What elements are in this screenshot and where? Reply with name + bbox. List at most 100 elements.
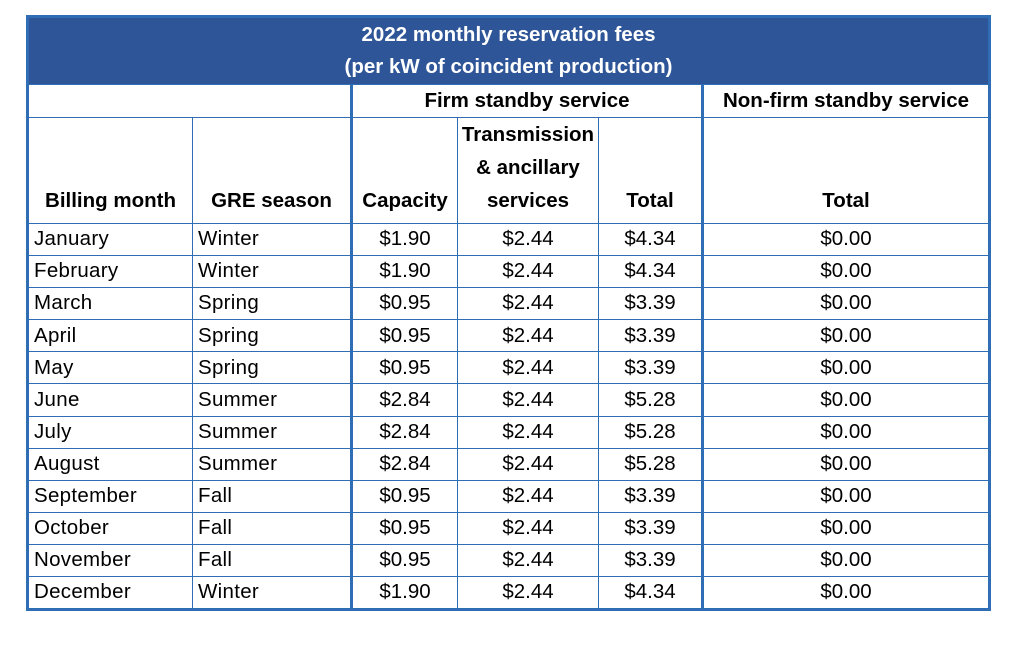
cell-capacity: $1.90 [351, 255, 458, 289]
table-row: December Winter $1.90 $2.44 $4.34 $0.00 [27, 576, 991, 611]
title-row: 2022 monthly reservation fees (per kW of… [26, 16, 991, 85]
cell-firm-total: $3.39 [598, 479, 704, 513]
cell-nonfirm-total: $0.00 [701, 319, 991, 353]
header-nonfirm-total: Total [701, 117, 991, 224]
cell-transmission: $2.44 [457, 255, 599, 289]
cell-firm-total: $5.28 [598, 415, 704, 449]
cell-nonfirm-total: $0.00 [701, 576, 991, 611]
header-transmission-line2: & ancillary [476, 156, 580, 179]
cell-transmission: $2.44 [457, 543, 599, 578]
table-row: August Summer $2.84 $2.44 $5.28 $0.00 [27, 447, 991, 481]
cell-capacity: $1.90 [351, 576, 458, 611]
table-row: May Spring $0.95 $2.44 $3.39 $0.00 [27, 351, 991, 385]
header-billing-month: Billing month [27, 117, 193, 224]
cell-transmission: $2.44 [457, 447, 599, 481]
cell-billing-month: February [27, 255, 193, 289]
group-header-empty [27, 84, 353, 118]
cell-capacity: $0.95 [351, 319, 458, 353]
cell-firm-total: $5.28 [598, 447, 704, 481]
cell-capacity: $0.95 [351, 287, 458, 321]
header-transmission-line3: services [486, 189, 570, 212]
header-firm-total: Total [598, 117, 704, 224]
cell-firm-total: $3.39 [598, 511, 704, 545]
cell-gre-season: Winter [192, 255, 353, 289]
cell-gre-season: Fall [192, 479, 353, 513]
cell-gre-season: Fall [192, 511, 353, 545]
cell-capacity: $2.84 [351, 383, 458, 417]
header-gre-season: GRE season [192, 117, 353, 224]
cell-capacity: $0.95 [351, 543, 458, 578]
cell-billing-month: June [27, 383, 193, 417]
group-header-nonfirm: Non-firm standby service [701, 84, 991, 118]
cell-transmission: $2.44 [457, 319, 599, 353]
cell-capacity: $0.95 [351, 479, 458, 513]
cell-transmission: $2.44 [457, 576, 599, 611]
cell-nonfirm-total: $0.00 [701, 255, 991, 289]
cell-nonfirm-total: $0.00 [701, 351, 991, 385]
cell-billing-month: May [27, 351, 193, 385]
cell-nonfirm-total: $0.00 [701, 511, 991, 545]
table-row: November Fall $0.95 $2.44 $3.39 $0.00 [27, 543, 991, 578]
table-title-line2: (per kW of coincident production) [344, 55, 673, 78]
cell-nonfirm-total: $0.00 [701, 415, 991, 449]
cell-nonfirm-total: $0.00 [701, 222, 991, 257]
table-row: April Spring $0.95 $2.44 $3.39 $0.00 [27, 319, 991, 353]
table-title-line1: 2022 monthly reservation fees [361, 23, 656, 46]
table-row: October Fall $0.95 $2.44 $3.39 $0.00 [27, 511, 991, 545]
cell-transmission: $2.44 [457, 383, 599, 417]
cell-billing-month: September [27, 479, 193, 513]
cell-transmission: $2.44 [457, 351, 599, 385]
cell-billing-month: August [27, 447, 193, 481]
cell-gre-season: Winter [192, 222, 353, 257]
cell-billing-month: December [27, 576, 193, 611]
cell-gre-season: Summer [192, 383, 353, 417]
cell-transmission: $2.44 [457, 287, 599, 321]
header-capacity: Capacity [351, 117, 458, 224]
header-transmission-line1: Transmission [461, 123, 595, 146]
cell-nonfirm-total: $0.00 [701, 447, 991, 481]
cell-billing-month: January [27, 222, 193, 257]
table-row: July Summer $2.84 $2.44 $5.28 $0.00 [27, 415, 991, 449]
table-row: September Fall $0.95 $2.44 $3.39 $0.00 [27, 479, 991, 513]
cell-capacity: $0.95 [351, 511, 458, 545]
cell-transmission: $2.44 [457, 511, 599, 545]
cell-capacity: $2.84 [351, 447, 458, 481]
cell-firm-total: $3.39 [598, 543, 704, 578]
group-header-firm: Firm standby service [351, 84, 704, 118]
reservation-fees-table: 2022 monthly reservation fees (per kW of… [26, 15, 992, 612]
table-row: February Winter $1.90 $2.44 $4.34 $0.00 [27, 255, 991, 289]
cell-gre-season: Spring [192, 287, 353, 321]
column-header-row: Billing month GRE season Capacity Transm… [27, 117, 991, 224]
cell-gre-season: Fall [192, 543, 353, 578]
cell-gre-season: Summer [192, 447, 353, 481]
cell-billing-month: October [27, 511, 193, 545]
cell-nonfirm-total: $0.00 [701, 383, 991, 417]
cell-firm-total: $4.34 [598, 255, 704, 289]
cell-gre-season: Spring [192, 351, 353, 385]
table-row: January Winter $1.90 $2.44 $4.34 $0.00 [27, 222, 991, 257]
cell-nonfirm-total: $0.00 [701, 479, 991, 513]
cell-nonfirm-total: $0.00 [701, 287, 991, 321]
cell-gre-season: Winter [192, 576, 353, 611]
cell-billing-month: March [27, 287, 193, 321]
table-row: March Spring $0.95 $2.44 $3.39 $0.00 [27, 287, 991, 321]
cell-capacity: $0.95 [351, 351, 458, 385]
cell-firm-total: $3.39 [598, 319, 704, 353]
table-row: June Summer $2.84 $2.44 $5.28 $0.00 [27, 383, 991, 417]
cell-gre-season: Summer [192, 415, 353, 449]
cell-firm-total: $4.34 [598, 576, 704, 611]
cell-nonfirm-total: $0.00 [701, 543, 991, 578]
cell-firm-total: $5.28 [598, 383, 704, 417]
reservation-fees-table-container: 2022 monthly reservation fees (per kW of… [26, 15, 992, 612]
cell-firm-total: $3.39 [598, 351, 704, 385]
cell-firm-total: $4.34 [598, 222, 704, 257]
cell-capacity: $1.90 [351, 222, 458, 257]
cell-capacity: $2.84 [351, 415, 458, 449]
cell-billing-month: July [27, 415, 193, 449]
table-body: January Winter $1.90 $2.44 $4.34 $0.00 Februar… [27, 222, 991, 611]
cell-transmission: $2.44 [457, 222, 599, 257]
cell-billing-month: November [27, 543, 193, 578]
cell-billing-month: April [27, 319, 193, 353]
table-title: 2022 monthly reservation fees (per kW of… [26, 16, 991, 85]
cell-gre-season: Spring [192, 319, 353, 353]
